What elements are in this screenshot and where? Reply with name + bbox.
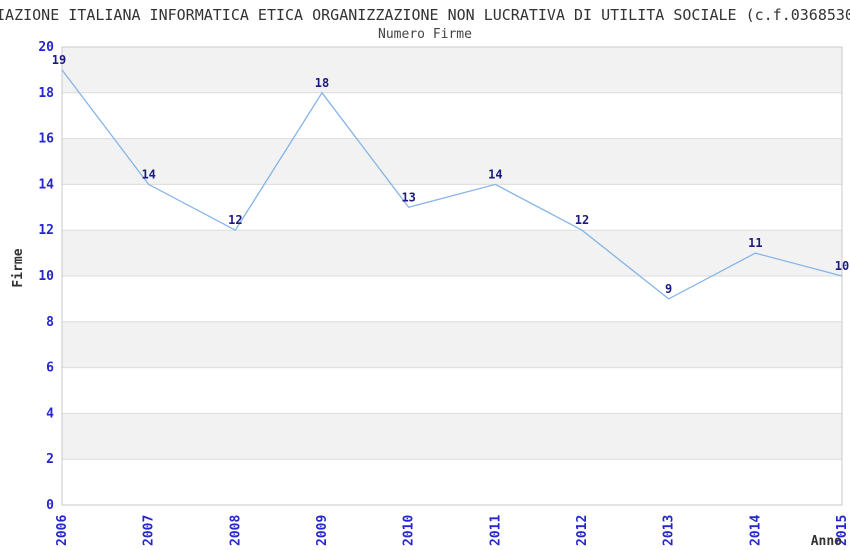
value-label: 19 xyxy=(52,53,66,67)
value-label: 12 xyxy=(575,213,589,227)
chart-title: IAZIONE ITALIANA INFORMATICA ETICA ORGAN… xyxy=(0,6,850,24)
value-label: 14 xyxy=(488,167,502,181)
data-line xyxy=(61,69,843,300)
value-label: 12 xyxy=(228,213,242,227)
x-tick-label: 2012 xyxy=(575,515,590,546)
y-tick-label: 10 xyxy=(38,269,54,284)
y-tick-label: 2 xyxy=(46,452,54,467)
y-tick-label: 0 xyxy=(46,498,54,513)
value-label: 14 xyxy=(141,167,155,181)
value-label: 9 xyxy=(665,282,672,296)
y-tick-label: 12 xyxy=(38,223,54,238)
y-tick-label: 6 xyxy=(46,361,54,376)
plot-band xyxy=(62,230,842,276)
x-axis-title: Anno xyxy=(811,534,842,549)
value-label: 11 xyxy=(748,236,762,250)
y-tick-label: 20 xyxy=(38,40,54,55)
plot-band xyxy=(62,138,842,185)
chart-subtitle: Numero Firme xyxy=(378,27,472,42)
x-tick-label: 2015 xyxy=(835,515,850,546)
plot-band xyxy=(62,321,842,368)
x-tick-label: 2014 xyxy=(748,515,763,546)
x-tick-label: 2008 xyxy=(228,515,243,546)
plot-band xyxy=(62,47,842,93)
x-tick-label: 2010 xyxy=(402,515,417,546)
plot-band xyxy=(62,413,842,460)
x-tick-label: 2006 xyxy=(55,515,70,546)
y-tick-label: 18 xyxy=(38,86,54,101)
value-label: 13 xyxy=(401,190,415,204)
x-tick-label: 2007 xyxy=(142,515,157,546)
x-tick-label: 2011 xyxy=(488,515,503,546)
y-tick-label: 14 xyxy=(38,177,54,192)
y-tick-label: 8 xyxy=(46,315,54,330)
y-tick-label: 16 xyxy=(38,132,54,147)
value-label: 18 xyxy=(315,76,329,90)
value-label: 10 xyxy=(835,259,849,273)
y-axis-title: Firme xyxy=(11,248,26,287)
y-tick-label: 4 xyxy=(46,406,54,421)
x-tick-label: 2013 xyxy=(662,515,677,546)
x-tick-label: 2009 xyxy=(315,515,330,546)
